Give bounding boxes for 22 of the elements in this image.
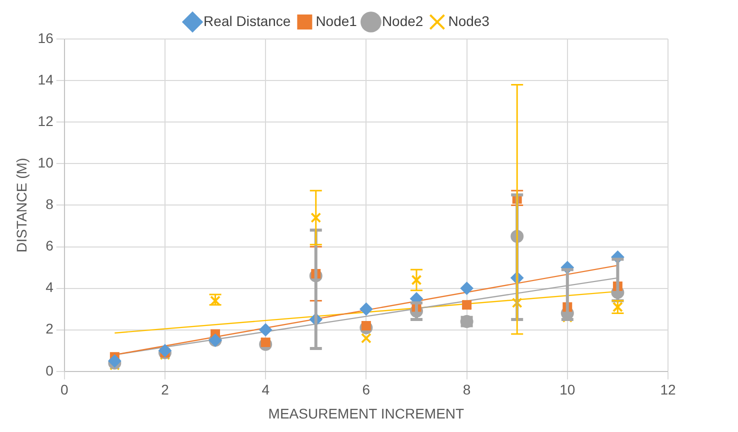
y-tick-label: 4 [46, 279, 54, 296]
y-tick-label: 12 [38, 112, 54, 129]
x-tick-label: 10 [560, 382, 576, 398]
y-tick-label: 16 [38, 30, 54, 46]
y-tick-label: 10 [38, 154, 54, 171]
y-axis-title: DISTANCE (M) [13, 158, 30, 253]
legend-label: Node2 [382, 12, 424, 29]
x-axis-title: MEASUREMENT INCREMENT [268, 405, 465, 422]
y-tick-label: 0 [46, 362, 54, 378]
x-tick-label: 0 [60, 382, 68, 398]
y-tick-label: 6 [46, 238, 54, 254]
legend-label: Real Distance [204, 12, 291, 29]
legend-label: Node3 [448, 12, 490, 29]
x-tick-label: 4 [262, 382, 270, 398]
y-tick-label: 8 [46, 196, 54, 212]
legend-label: Node1 [316, 12, 358, 29]
x-tick-label: 8 [462, 382, 471, 398]
y-tick-label: 2 [46, 320, 54, 337]
x-tick-label: 12 [660, 382, 676, 398]
y-tick-label: 14 [38, 71, 54, 88]
x-tick-label: 2 [161, 382, 170, 398]
x-tick-label: 6 [362, 382, 370, 398]
